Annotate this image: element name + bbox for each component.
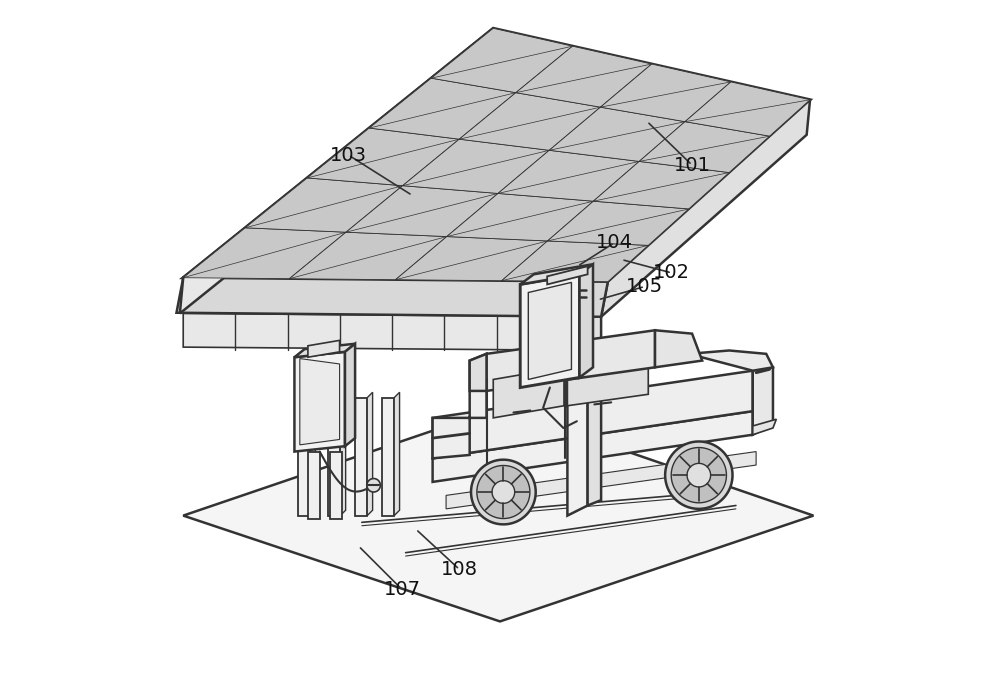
Polygon shape	[245, 178, 403, 232]
Polygon shape	[183, 228, 346, 279]
Polygon shape	[433, 411, 753, 482]
Polygon shape	[340, 392, 346, 516]
Polygon shape	[431, 28, 572, 92]
Polygon shape	[183, 313, 601, 350]
Polygon shape	[549, 107, 685, 161]
Polygon shape	[477, 466, 530, 518]
Polygon shape	[580, 264, 593, 377]
Polygon shape	[433, 371, 753, 458]
Polygon shape	[567, 297, 588, 516]
Polygon shape	[487, 330, 655, 391]
Polygon shape	[639, 121, 770, 173]
Polygon shape	[502, 241, 648, 282]
Polygon shape	[294, 344, 355, 357]
Polygon shape	[328, 398, 340, 516]
Text: 103: 103	[330, 146, 367, 164]
Polygon shape	[593, 161, 729, 209]
Polygon shape	[588, 291, 601, 506]
Polygon shape	[298, 398, 310, 516]
Polygon shape	[470, 354, 487, 391]
Polygon shape	[369, 78, 516, 140]
Polygon shape	[498, 150, 639, 201]
Text: 102: 102	[653, 264, 690, 282]
Polygon shape	[547, 266, 588, 284]
Polygon shape	[307, 128, 459, 186]
Polygon shape	[516, 47, 652, 107]
Polygon shape	[689, 350, 773, 371]
Text: 101: 101	[674, 156, 711, 175]
Polygon shape	[294, 352, 345, 452]
Polygon shape	[600, 64, 731, 121]
Polygon shape	[671, 448, 726, 503]
Polygon shape	[183, 256, 230, 311]
Polygon shape	[685, 82, 810, 136]
Polygon shape	[355, 398, 367, 516]
Polygon shape	[548, 201, 689, 245]
Polygon shape	[433, 354, 487, 458]
Polygon shape	[308, 452, 320, 519]
Polygon shape	[520, 264, 593, 284]
Polygon shape	[367, 392, 373, 516]
Polygon shape	[493, 367, 564, 418]
Text: 107: 107	[384, 580, 421, 599]
Polygon shape	[447, 193, 593, 241]
Text: 104: 104	[596, 233, 633, 252]
Polygon shape	[300, 359, 340, 445]
Polygon shape	[346, 186, 498, 237]
Polygon shape	[183, 408, 813, 621]
Polygon shape	[367, 479, 380, 492]
Polygon shape	[308, 340, 340, 357]
Polygon shape	[665, 441, 733, 509]
Polygon shape	[446, 452, 756, 509]
Polygon shape	[520, 274, 580, 388]
Polygon shape	[753, 367, 773, 435]
Polygon shape	[330, 452, 342, 519]
Polygon shape	[459, 92, 600, 150]
Polygon shape	[471, 460, 536, 524]
Polygon shape	[345, 344, 355, 446]
Polygon shape	[403, 140, 549, 193]
Polygon shape	[289, 232, 447, 280]
Polygon shape	[183, 28, 810, 282]
Polygon shape	[753, 419, 776, 435]
Polygon shape	[310, 392, 315, 516]
Text: 105: 105	[626, 277, 663, 296]
Polygon shape	[687, 464, 711, 487]
Polygon shape	[394, 392, 400, 516]
Text: 108: 108	[441, 560, 478, 579]
Polygon shape	[655, 330, 702, 367]
Polygon shape	[601, 100, 810, 317]
Polygon shape	[176, 278, 608, 317]
Polygon shape	[396, 237, 548, 280]
Polygon shape	[528, 282, 571, 379]
Polygon shape	[180, 28, 493, 313]
Polygon shape	[382, 398, 394, 516]
Polygon shape	[567, 369, 648, 406]
Polygon shape	[492, 481, 515, 503]
